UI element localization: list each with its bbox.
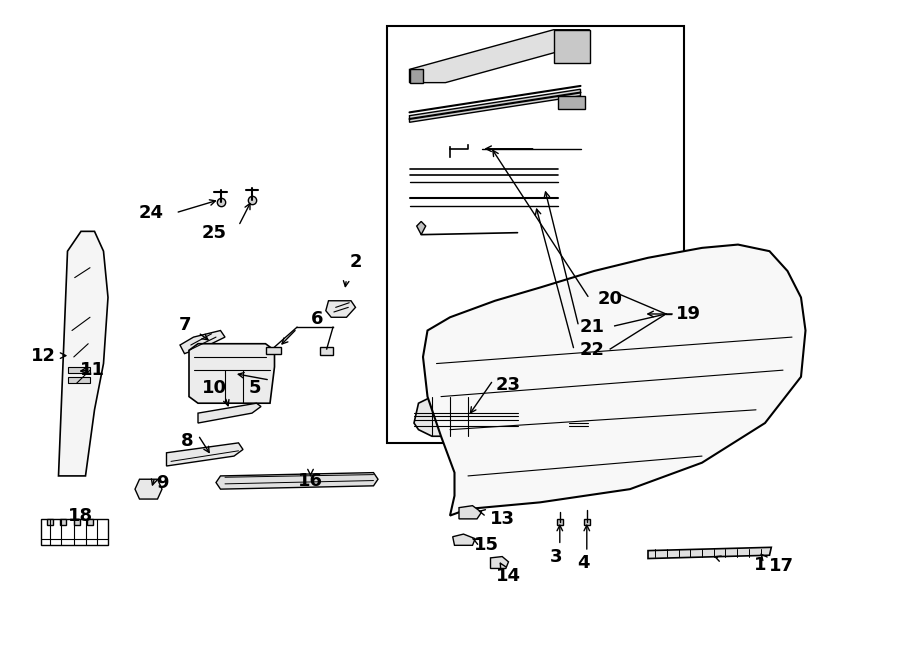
Text: 19: 19	[676, 305, 701, 323]
Text: 24: 24	[139, 204, 164, 222]
Text: 17: 17	[769, 557, 794, 576]
Polygon shape	[266, 347, 281, 354]
Polygon shape	[135, 479, 162, 499]
Text: 3: 3	[550, 547, 562, 566]
Polygon shape	[68, 377, 90, 383]
Text: 16: 16	[298, 472, 323, 490]
Polygon shape	[558, 96, 585, 109]
Polygon shape	[189, 344, 274, 403]
Polygon shape	[554, 30, 590, 63]
Text: 21: 21	[580, 317, 605, 336]
Polygon shape	[180, 330, 225, 354]
Text: 12: 12	[31, 346, 56, 365]
Text: 1: 1	[754, 556, 767, 574]
Text: 10: 10	[202, 379, 227, 397]
Polygon shape	[414, 397, 518, 436]
Polygon shape	[459, 506, 482, 519]
Polygon shape	[410, 30, 590, 83]
Text: 20: 20	[598, 290, 623, 308]
Polygon shape	[410, 89, 580, 122]
Text: 18: 18	[68, 506, 94, 525]
Polygon shape	[410, 69, 423, 83]
Text: 11: 11	[80, 361, 105, 379]
Text: 13: 13	[490, 510, 515, 528]
Text: 14: 14	[496, 567, 521, 586]
Polygon shape	[68, 367, 90, 373]
Text: 25: 25	[202, 223, 227, 242]
Text: 5: 5	[248, 379, 261, 397]
Polygon shape	[567, 410, 590, 436]
Polygon shape	[423, 245, 806, 516]
Polygon shape	[58, 231, 108, 476]
Polygon shape	[216, 473, 378, 489]
Text: 23: 23	[496, 375, 521, 394]
Polygon shape	[198, 403, 261, 423]
Text: 9: 9	[156, 473, 168, 492]
Text: 15: 15	[473, 536, 499, 555]
Polygon shape	[166, 443, 243, 466]
Polygon shape	[453, 534, 475, 545]
Polygon shape	[648, 547, 771, 559]
Polygon shape	[320, 347, 333, 355]
Text: 4: 4	[577, 554, 590, 572]
Text: 7: 7	[178, 316, 191, 334]
Text: 22: 22	[580, 341, 605, 360]
Text: 8: 8	[181, 432, 194, 450]
Text: 6: 6	[310, 309, 323, 328]
Bar	[40, 519, 108, 545]
Text: 2: 2	[349, 253, 362, 272]
Bar	[387, 26, 684, 443]
Polygon shape	[491, 557, 508, 568]
Polygon shape	[326, 301, 356, 317]
Polygon shape	[417, 221, 426, 235]
